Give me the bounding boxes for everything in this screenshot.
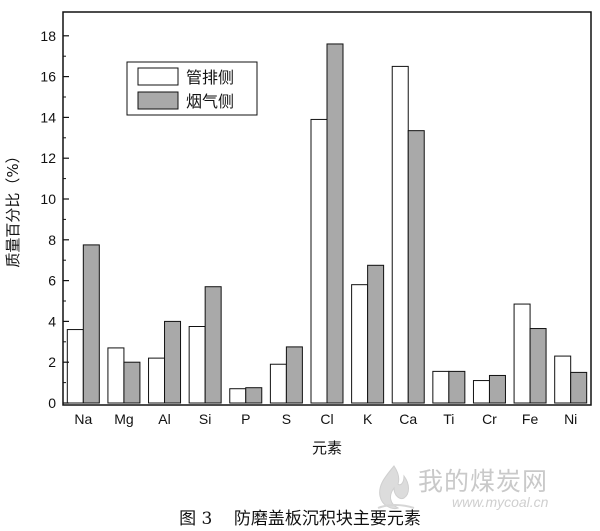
bar-ca-series-2 <box>407 130 425 404</box>
bar-cr-series-2 <box>488 374 506 404</box>
x-tick-label-mg: Mg <box>114 411 133 427</box>
x-tick-label-cl: Cl <box>320 411 333 427</box>
y-tick-label: 8 <box>48 232 56 248</box>
legend: 管排侧 烟气侧 <box>126 61 258 116</box>
legend-label-series-1: 管排侧 <box>186 68 234 87</box>
x-tick-label-al: Al <box>158 411 170 427</box>
y-axis: 0 2 4 6 8 10 12 14 16 18 <box>40 28 69 411</box>
legend-swatch-series-1 <box>137 67 179 86</box>
x-tick-label-ca: Ca <box>399 411 417 427</box>
x-axis: Na Mg Al Si P S Cl K Ca Ti Cr Fe Ni <box>74 411 577 427</box>
y-tick-label: 16 <box>40 69 56 85</box>
x-tick-label-si: Si <box>199 411 211 427</box>
bar-k-series-1 <box>351 284 369 404</box>
y-tick-label: 0 <box>48 395 56 411</box>
x-axis-title: 元素 <box>312 439 342 457</box>
bar-ni-series-2 <box>570 371 588 404</box>
bar-s-series-2 <box>285 346 303 404</box>
bar-mg-series-1 <box>107 347 125 404</box>
x-tick-label-k: K <box>363 411 373 427</box>
watermark: 我的煤炭网 www.mycoal.cn <box>356 462 586 518</box>
bar-k-series-2 <box>367 264 385 404</box>
legend-swatch-series-2 <box>137 91 179 110</box>
bar-si-series-1 <box>188 326 206 404</box>
y-tick-label: 14 <box>40 109 56 125</box>
flame-logo-icon <box>377 465 415 509</box>
x-tick-label-fe: Fe <box>522 411 539 427</box>
y-tick-label: 12 <box>40 150 56 166</box>
bar-al-series-2 <box>164 320 182 404</box>
bar-cr-series-1 <box>472 380 490 404</box>
plot-frame <box>62 11 592 406</box>
y-tick-label: 18 <box>40 28 56 44</box>
bars-layer <box>66 43 588 404</box>
figure-caption: 图 3 防磨盖板沉积块主要元素 <box>179 509 421 529</box>
y-tick-label: 6 <box>48 273 56 289</box>
y-tick-label: 4 <box>48 313 56 329</box>
x-tick-label-ni: Ni <box>564 411 577 427</box>
bar-fe-series-2 <box>529 328 547 404</box>
bar-p-series-1 <box>229 388 247 404</box>
bar-mg-series-2 <box>123 361 141 404</box>
bar-na-series-1 <box>66 329 84 404</box>
bar-ti-series-1 <box>432 370 450 404</box>
x-tick-label-p: P <box>241 411 250 427</box>
x-tick-label-na: Na <box>74 411 92 427</box>
watermark-url: www.mycoal.cn <box>452 494 549 510</box>
y-axis-title: 质量百分比（%） <box>4 148 22 267</box>
x-tick-label-ti: Ti <box>443 411 454 427</box>
bar-fe-series-1 <box>513 303 531 404</box>
legend-label-series-2: 烟气侧 <box>186 92 234 111</box>
bar-cl-series-2 <box>326 43 344 404</box>
bar-cl-series-1 <box>310 118 328 404</box>
bar-p-series-2 <box>245 387 263 404</box>
x-tick-label-s: S <box>282 411 291 427</box>
watermark-site-name: 我的煤炭网 <box>418 467 549 496</box>
bar-ca-series-1 <box>391 65 409 404</box>
bar-si-series-2 <box>204 286 222 404</box>
bar-ti-series-2 <box>448 370 466 404</box>
bar-s-series-1 <box>269 363 287 404</box>
bar-na-series-2 <box>82 244 100 404</box>
bar-al-series-1 <box>148 357 166 404</box>
y-tick-label: 10 <box>40 191 56 207</box>
y-tick-label: 2 <box>48 354 56 370</box>
x-tick-label-cr: Cr <box>482 411 497 427</box>
bar-ni-series-1 <box>554 355 572 404</box>
